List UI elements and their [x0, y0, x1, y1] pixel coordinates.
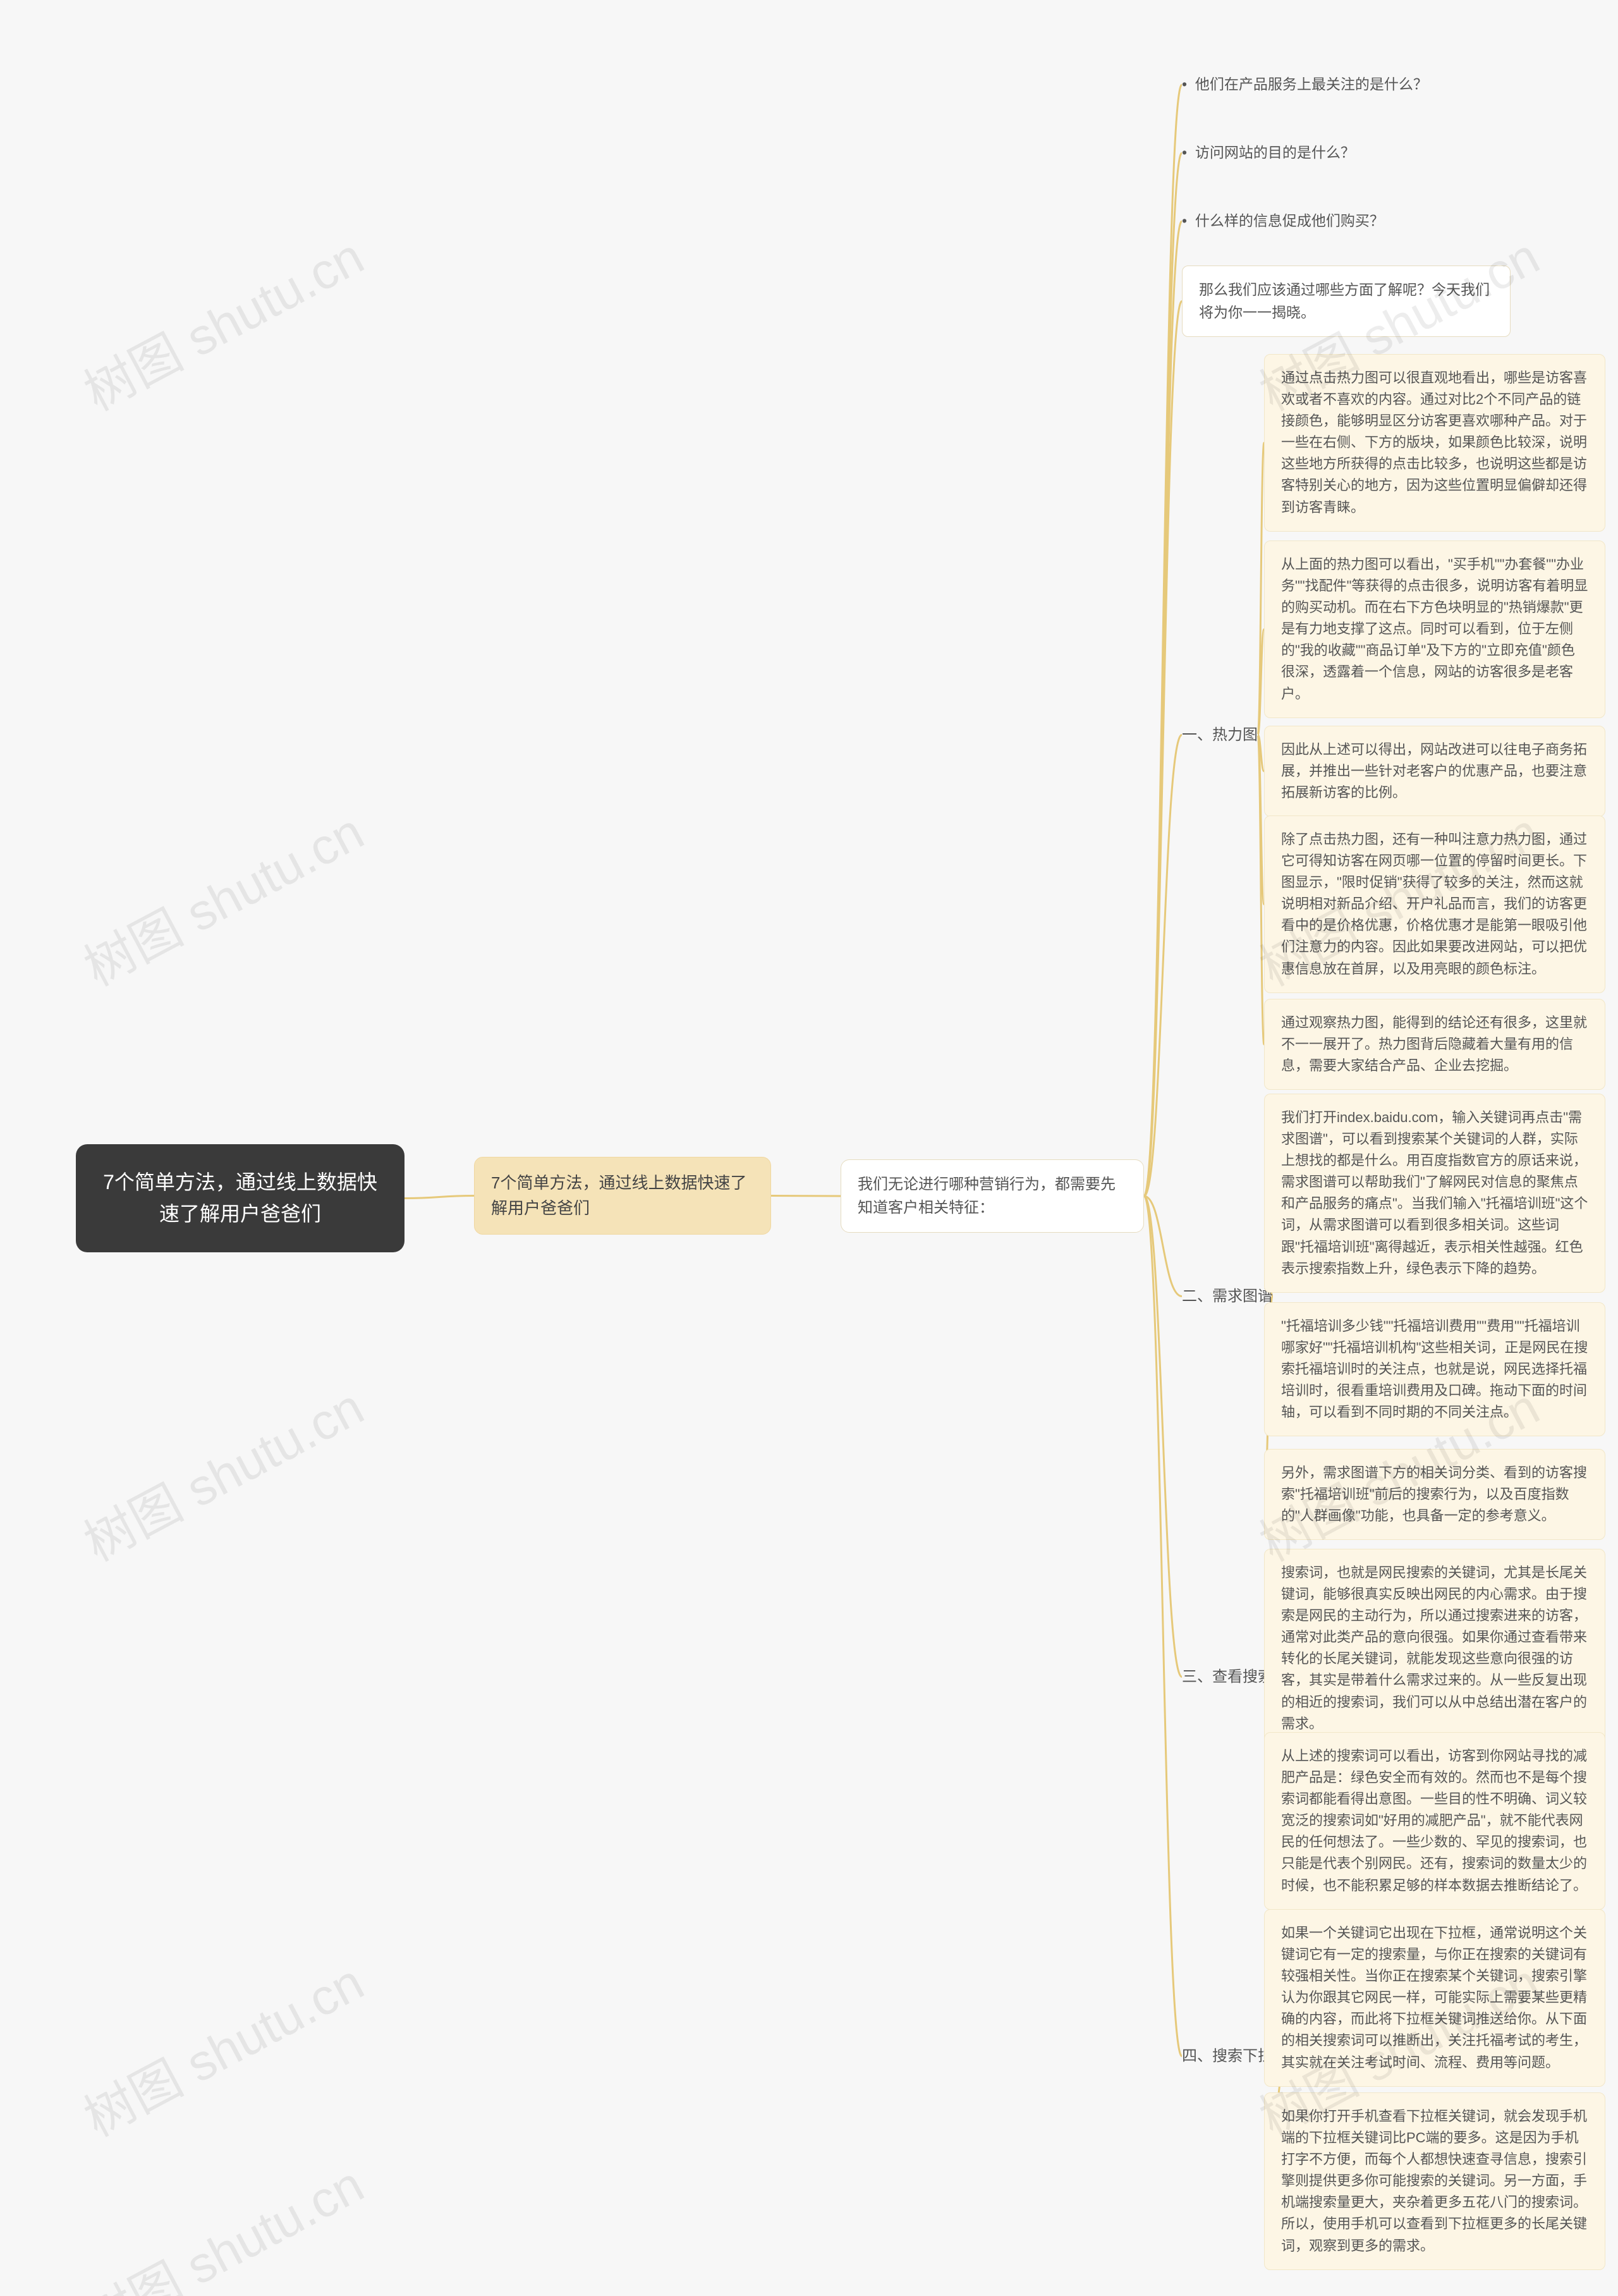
- leaf-cat3-1: 从上述的搜索词可以看出，访客到你网站寻找的减肥产品是：绿色安全而有效的。然而也不…: [1264, 1732, 1605, 1910]
- leaf-cat1-1: 从上面的热力图可以看出，"买手机""办套餐""办业务""找配件"等获得的点击很多…: [1264, 540, 1605, 718]
- level3-node: 我们无论进行哪种营销行为，都需要先知道客户相关特征：: [841, 1159, 1144, 1233]
- leaf-cat1-3: 除了点击热力图，还有一种叫注意力热力图，通过它可得知访客在网页哪一位置的停留时间…: [1264, 815, 1605, 993]
- bullet-0: • 他们在产品服务上最关注的是什么？: [1182, 70, 1536, 100]
- leaf-cat1-2: 因此从上述可以得出，网站改进可以往电子商务拓展，并推出一些针对老客户的优惠产品，…: [1264, 726, 1605, 817]
- root-node: 7个简单方法，通过线上数据快速了解用户爸爸们: [76, 1144, 404, 1252]
- leaf-cat2-2: 另外，需求图谱下方的相关词分类、看到的访客搜索"托福培训班"前后的搜索行为，以及…: [1264, 1449, 1605, 1540]
- leaf-cat1-0: 通过点击热力图可以很直观地看出，哪些是访客喜欢或者不喜欢的内容。通过对比2个不同…: [1264, 354, 1605, 532]
- leaf-cat3-0: 搜索词，也就是网民搜索的关键词，尤其是长尾关键词，能够很真实反映出网民的内心需求…: [1264, 1549, 1605, 1748]
- level2-node: 7个简单方法，通过线上数据快速了解用户爸爸们: [474, 1157, 771, 1235]
- bullet-1: • 访问网站的目的是什么？: [1182, 138, 1536, 168]
- category-cat1: 一、热力图: [1182, 721, 1258, 749]
- leaf-cat2-0: 我们打开index.baidu.com，输入关键词再点击"需求图谱"，可以看到搜…: [1264, 1094, 1605, 1293]
- category-cat2: 二、需求图谱: [1182, 1282, 1273, 1310]
- leaf-cat4-1: 如果你打开手机查看下拉框关键词，就会发现手机端的下拉框关键词比PC端的要多。这是…: [1264, 2092, 1605, 2270]
- leaf-cat4-0: 如果一个关键词它出现在下拉框，通常说明这个关键词它有一定的搜索量，与你正在搜索的…: [1264, 1909, 1605, 2087]
- leaf-cat2-1: "托福培训多少钱""托福培训费用""费用""托福培训哪家好""托福培训机构"这些…: [1264, 1302, 1605, 1436]
- intro-node: 那么我们应该通过哪些方面了解呢？今天我们将为你一一揭晓。: [1182, 266, 1511, 337]
- leaf-cat1-4: 通过观察热力图，能得到的结论还有很多，这里就不一一展开了。热力图背后隐藏着大量有…: [1264, 999, 1605, 1090]
- bullet-2: • 什么样的信息促成他们购买？: [1182, 206, 1536, 236]
